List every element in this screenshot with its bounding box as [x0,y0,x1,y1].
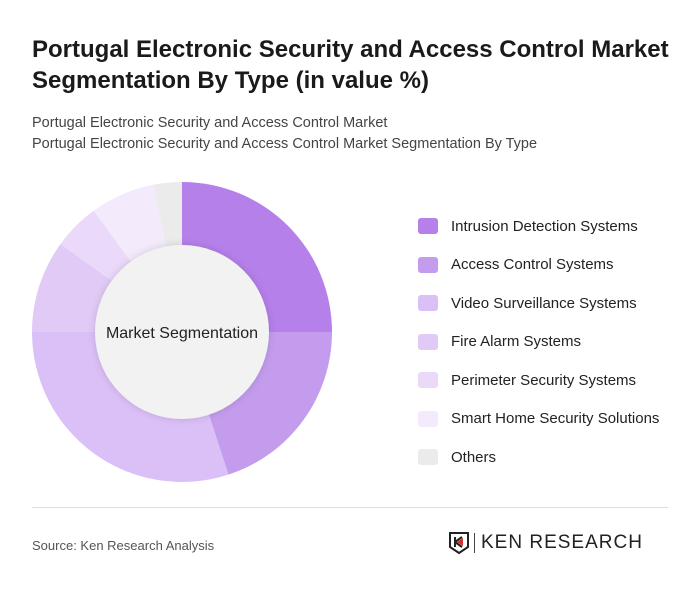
center-label: Market Segmentation [106,325,258,342]
legend-item[interactable]: Intrusion Detection Systems [418,207,659,246]
subtitle: Portugal Electronic Security and Access … [32,115,388,131]
ken-research-logo: KEN RESEARCH [448,531,643,555]
donut-chart: Market Segmentation [32,182,332,483]
legend-label: Others [451,448,497,466]
legend-label: Video Surveillance Systems [451,294,637,312]
legend-swatch [418,295,438,312]
legend-item[interactable]: Smart Home Security Solutions [418,400,659,439]
logo-text: KEN RESEARCH [481,532,643,553]
legend-swatch [418,410,438,427]
legend-label: Access Control Systems [451,256,614,274]
donut-center [95,245,269,419]
legend-swatch [418,256,438,273]
legend-label: Intrusion Detection Systems [451,217,638,235]
legend-label: Smart Home Security Solutions [451,410,660,428]
legend-item[interactable]: Fire Alarm Systems [418,323,659,362]
legend-label: Fire Alarm Systems [451,333,582,351]
legend-swatch [418,218,438,235]
source-note: Source: Ken Research Analysis [32,538,215,553]
legend-swatch [418,372,438,389]
legend-item[interactable]: Video Surveillance Systems [418,284,659,323]
legend-label: Perimeter Security Systems [451,371,637,389]
divider [32,507,668,508]
legend-swatch [418,449,438,466]
legend: Intrusion Detection Systems Access Contro… [418,207,659,477]
subtitle-2: Portugal Electronic Security and Access … [32,136,538,152]
chart-title: Portugal Electronic Security and Access … [32,36,669,94]
legend-item[interactable]: Others [418,438,659,477]
legend-swatch [418,333,438,350]
legend-item[interactable]: Perimeter Security Systems [418,361,659,400]
logo-icon [449,532,469,555]
legend-item[interactable]: Access Control Systems [418,246,659,285]
